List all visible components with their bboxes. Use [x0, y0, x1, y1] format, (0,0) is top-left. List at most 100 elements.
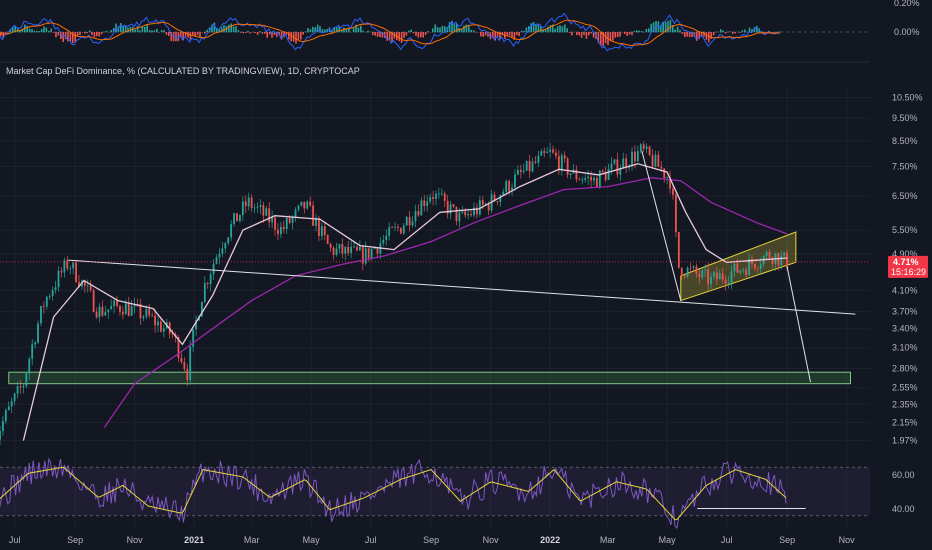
candle-body [75, 263, 77, 282]
candle-body [99, 307, 101, 317]
macd-bar [600, 32, 602, 45]
macd-bar [372, 32, 374, 35]
candle-body [415, 211, 417, 221]
candle-body [704, 270, 706, 271]
macd-bar [583, 32, 585, 35]
candle-body [154, 316, 156, 326]
macd-bar [631, 32, 633, 35]
candle-body [587, 177, 589, 178]
time-axis[interactable]: Jul Sep Nov 2021 Mar May Jul Sep Nov 2022 Mar May Ju… [9, 535, 855, 545]
candle-body [221, 248, 223, 253]
candle-body [581, 180, 583, 181]
time-tick-label: Nov [483, 535, 500, 545]
macd-bar [571, 32, 573, 35]
candle-body [245, 201, 247, 206]
macd-bar [58, 32, 60, 35]
candle-body [745, 270, 747, 275]
candle-body [663, 168, 665, 178]
macd-bar [370, 32, 372, 33]
candle-body [87, 286, 89, 287]
macd-bar [230, 24, 232, 33]
macd-bar [298, 32, 300, 40]
macd-bar [235, 26, 237, 32]
candle-body [14, 394, 16, 402]
candle-body [385, 236, 387, 240]
candle-body [371, 249, 373, 258]
candle-body [183, 362, 185, 369]
candle-body [31, 344, 33, 358]
price-tick-label: 3.70% [892, 306, 918, 316]
macd-bar [300, 32, 302, 40]
candle-body [552, 150, 554, 153]
macd-bar [614, 32, 616, 38]
candle-body [20, 386, 22, 387]
candle-body [204, 283, 206, 302]
candle-body [420, 200, 422, 215]
macd-bar [194, 32, 196, 36]
candle-body [570, 173, 572, 175]
candle-body [666, 177, 668, 178]
macd-bar [559, 25, 561, 32]
macd-bar [742, 30, 744, 32]
candle-body [637, 151, 639, 161]
candle-body [257, 207, 259, 208]
candle-body [631, 152, 633, 166]
candle-body [590, 177, 592, 181]
candle-body [362, 247, 364, 264]
candle-body [318, 218, 320, 236]
time-tick-label: Jul [9, 535, 21, 545]
macd-bar [312, 27, 314, 32]
candle-body [467, 214, 469, 215]
candle-body [219, 254, 221, 258]
macd-bar [646, 29, 648, 32]
candle-body [388, 227, 390, 236]
candle-body [426, 201, 428, 206]
macd-bar [480, 32, 482, 36]
candle-body [11, 401, 13, 406]
candle-body [93, 290, 95, 312]
candle-body [660, 167, 662, 169]
macd-bar [358, 28, 360, 33]
time-tick-label: May [303, 535, 321, 545]
macd-bar [511, 32, 513, 37]
candle-body [461, 211, 463, 212]
price-tick-label: 2.35% [892, 399, 918, 409]
time-tick-label: 2022 [540, 535, 560, 545]
macd-bar [166, 32, 168, 35]
candle-body [760, 264, 762, 268]
macd-bar [682, 32, 684, 34]
macd-bar [730, 31, 732, 32]
macd-bar [353, 28, 355, 33]
macd-bar [588, 32, 590, 35]
candle-body [0, 431, 1, 439]
candle-body [28, 359, 30, 373]
candle-body [710, 277, 712, 285]
macd-bar [238, 30, 240, 32]
candle-body [464, 211, 466, 215]
candle-body [400, 228, 402, 234]
candle-body [640, 144, 642, 151]
time-tick-label: Nov [127, 535, 144, 545]
macd-bar [617, 32, 619, 37]
macd-bar [317, 25, 319, 33]
candle-body [728, 283, 730, 284]
candle-body [262, 205, 264, 215]
macd-bar [374, 32, 376, 36]
macd-bar [422, 32, 424, 38]
candle-body [643, 144, 645, 149]
candle-body [622, 158, 624, 168]
candle-body [499, 195, 501, 202]
macd-bar [684, 32, 686, 37]
candle-body [306, 202, 308, 209]
candle-body [298, 206, 300, 210]
macd-tick-label: 0.00% [894, 27, 920, 37]
candle-body [523, 170, 525, 171]
candle-body [549, 150, 551, 152]
candle-body [321, 226, 323, 236]
macd-bar [34, 31, 36, 33]
candle-body [359, 247, 361, 251]
price-tick-label: 3.40% [892, 324, 918, 334]
macd-bar [91, 32, 93, 35]
candle-body [701, 270, 703, 277]
